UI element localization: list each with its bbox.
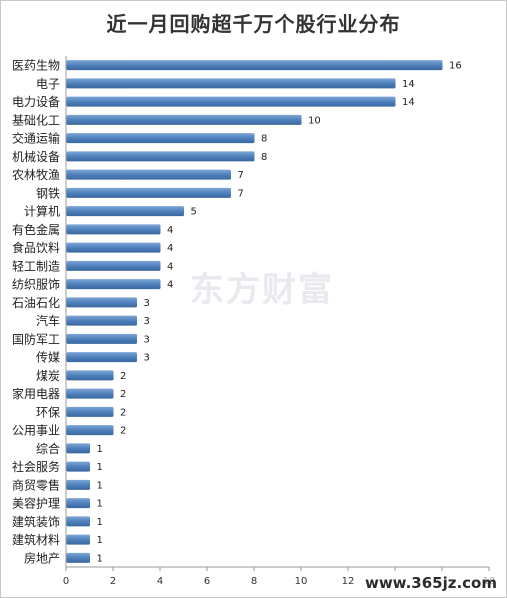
x-tick-label: 6 [204,576,210,587]
value-label: 1 [97,462,103,473]
value-label: 8 [261,134,267,145]
bar [66,552,90,563]
bar [66,443,90,454]
value-label: 1 [97,480,103,491]
category-label: 医药生物 [12,59,60,73]
category-label: 轻工制造 [12,259,60,273]
value-label: 1 [97,517,103,528]
bar [66,224,161,235]
bar [66,479,90,490]
category-label: 传媒 [36,350,60,365]
category-label: 钢铁 [36,186,60,200]
category-label: 环保 [36,405,60,419]
x-tick-label: 2 [110,576,116,587]
category-label: 煤炭 [36,369,60,383]
value-label: 14 [402,79,415,90]
value-label: 2 [120,371,126,382]
value-label: 7 [238,170,244,181]
chart-title: 近一月回购超千万个股行业分布 [106,12,401,36]
x-tick-label: 10 [295,576,308,587]
category-label: 电子 [36,77,60,91]
value-label: 1 [97,535,103,546]
bar [66,78,396,89]
value-label: 3 [144,298,150,309]
value-label: 1 [97,499,103,510]
x-tick-label: 4 [157,576,163,587]
bar [66,425,114,436]
category-label: 美容护理 [12,496,60,511]
bar [66,406,114,417]
bar [66,516,90,527]
value-label: 8 [261,152,267,163]
category-label: 商贸零售 [12,477,60,492]
category-label: 交通运输 [12,131,60,146]
bar [66,260,161,271]
value-label: 1 [97,553,103,564]
value-label: 4 [167,261,173,272]
category-label: 石油石化 [12,296,60,310]
value-label: 2 [120,389,126,400]
category-label: 基础化工 [12,113,60,127]
bar [66,370,114,381]
value-label: 2 [120,426,126,437]
bar [66,96,396,107]
value-label: 7 [238,188,244,199]
bar [66,315,137,326]
x-tick-label: 12 [342,576,355,587]
bar [66,461,90,472]
value-label: 4 [167,225,173,236]
value-label: 3 [144,334,150,345]
bar [66,114,302,125]
category-label: 国防军工 [12,331,60,346]
bar [66,534,90,545]
bar [66,151,255,162]
category-label: 食品饮料 [12,240,60,255]
category-label: 房地产 [24,550,60,565]
bar [66,169,231,180]
bar [66,333,137,344]
value-label: 14 [402,97,415,108]
category-label: 社会服务 [12,459,60,474]
category-label: 计算机 [24,204,60,219]
category-label: 公用事业 [12,424,60,438]
bar [66,498,90,509]
category-label: 综合 [36,441,60,456]
category-label: 建筑装饰 [12,514,60,529]
bar [66,279,161,290]
x-tick-label: 8 [251,576,257,587]
value-label: 3 [144,353,150,364]
bar [66,297,137,308]
value-label: 10 [308,115,321,126]
value-label: 5 [191,207,197,218]
value-label: 4 [167,280,173,291]
category-label: 机械设备 [12,149,60,164]
bar [66,60,443,71]
category-label: 纺织服饰 [12,278,60,292]
value-label: 16 [449,61,462,72]
value-label: 3 [144,316,150,327]
bar [66,187,231,198]
value-label: 4 [167,243,173,254]
category-label: 汽车 [36,313,60,328]
category-label: 农林牧渔 [12,168,60,182]
bar [66,206,184,217]
bar [66,242,161,253]
bar [66,388,114,399]
bar [66,133,255,144]
category-label: 有色金属 [12,222,60,237]
watermark: 东方财富 [190,270,334,310]
category-label: 家用电器 [12,386,60,401]
x-tick-label: 0 [63,576,69,587]
value-label: 2 [120,407,126,418]
category-label: 电力设备 [12,95,60,109]
category-label: 建筑材料 [12,532,60,547]
value-label: 1 [97,444,103,455]
site-watermark: www.365jz.com [364,574,497,592]
bar [66,352,137,363]
